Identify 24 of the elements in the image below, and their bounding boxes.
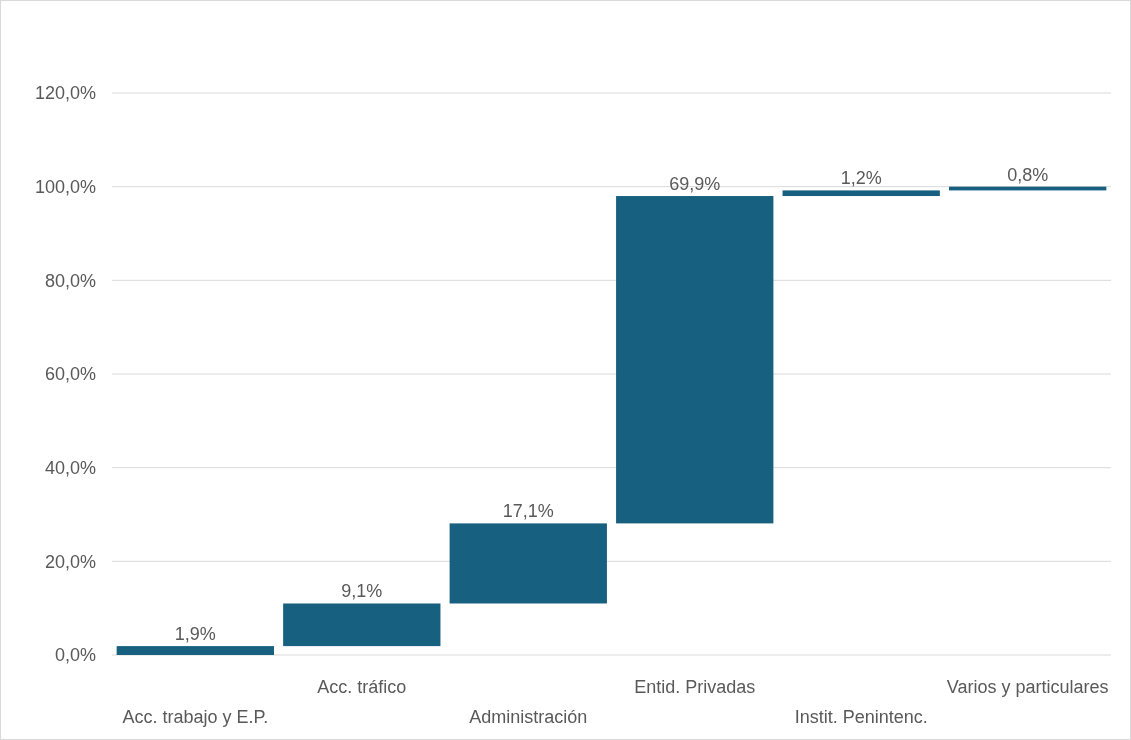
x-tick-label: Entid. Privadas xyxy=(634,677,756,697)
y-tick-label: 0,0% xyxy=(54,645,96,666)
data-label: 17,1% xyxy=(502,501,554,522)
y-tick-label: 60,0% xyxy=(44,364,96,385)
data-label: 1,2% xyxy=(840,168,882,189)
data-label: 1,9% xyxy=(174,624,216,645)
y-tick-label: 100,0% xyxy=(34,176,96,197)
y-tick-label: 80,0% xyxy=(44,270,96,291)
y-tick-label: 20,0% xyxy=(44,551,96,572)
y-tick-label: 40,0% xyxy=(44,457,96,478)
x-tick-label: Acc. trabajo y E.P. xyxy=(122,707,269,727)
bar xyxy=(116,646,274,655)
x-tick-label: Administración xyxy=(469,707,588,727)
x-tick-label: Varios y particulares xyxy=(946,677,1109,697)
bar xyxy=(449,523,607,604)
y-tick-label: 120,0% xyxy=(34,83,96,104)
bar xyxy=(616,196,774,524)
data-label: 0,8% xyxy=(1007,164,1049,185)
data-label: 9,1% xyxy=(341,581,383,602)
bar xyxy=(283,603,441,647)
x-tick-label: Instit. Penintenc. xyxy=(794,707,928,727)
bar xyxy=(782,190,940,197)
x-tick-label: Acc. tráfico xyxy=(317,677,407,697)
data-label: 69,9% xyxy=(669,174,721,195)
